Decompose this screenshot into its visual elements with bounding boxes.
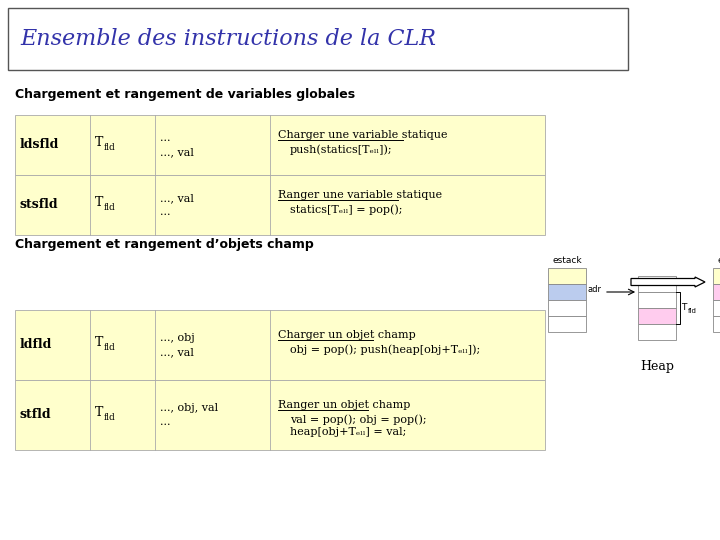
- Bar: [638, 324, 676, 340]
- Bar: [638, 308, 676, 324]
- Text: ldsfld: ldsfld: [20, 138, 59, 152]
- Text: ...: ...: [160, 207, 171, 217]
- Text: Chargement et rangement de variables globales: Chargement et rangement de variables glo…: [15, 88, 355, 101]
- Bar: [15, 310, 545, 380]
- Text: T: T: [681, 303, 686, 313]
- Bar: [548, 284, 586, 300]
- Text: obj = pop(); push(heap[obj+Tₑₗₗ]);: obj = pop(); push(heap[obj+Tₑₗₗ]);: [290, 345, 480, 355]
- Bar: [713, 300, 720, 316]
- Text: Chargement et rangement d’objets champ: Chargement et rangement d’objets champ: [15, 238, 314, 251]
- Bar: [8, 8, 628, 70]
- Text: Ranger une variable statique: Ranger une variable statique: [278, 190, 442, 200]
- Bar: [713, 268, 720, 284]
- Text: stsfld: stsfld: [20, 199, 58, 212]
- Text: Ensemble des instructions de la CLR: Ensemble des instructions de la CLR: [20, 28, 436, 50]
- Text: T: T: [95, 407, 104, 420]
- Text: ..., val: ..., val: [160, 193, 194, 203]
- Text: fld: fld: [104, 144, 116, 152]
- Text: Heap: Heap: [640, 360, 674, 373]
- Text: Charger une variable statique: Charger une variable statique: [278, 130, 448, 140]
- Text: heap[obj+Tₑₗₗ] = val;: heap[obj+Tₑₗₗ] = val;: [290, 427, 406, 437]
- Text: ..., val: ..., val: [160, 147, 194, 157]
- Text: Charger un objet champ: Charger un objet champ: [278, 330, 415, 340]
- Bar: [548, 316, 586, 332]
- FancyArrow shape: [631, 277, 705, 287]
- Text: fld: fld: [104, 343, 116, 353]
- Text: stfld: stfld: [20, 408, 52, 422]
- Text: adr: adr: [588, 286, 602, 294]
- Bar: [15, 115, 545, 175]
- Text: T: T: [95, 336, 104, 349]
- Text: fld: fld: [688, 308, 697, 314]
- Text: ...: ...: [160, 417, 171, 427]
- Text: ..., obj: ..., obj: [160, 333, 194, 343]
- Text: T: T: [95, 197, 104, 210]
- Text: ldfld: ldfld: [20, 339, 53, 352]
- Text: estack: estack: [717, 256, 720, 265]
- Text: T: T: [95, 137, 104, 150]
- Text: Ranger un objet champ: Ranger un objet champ: [278, 400, 410, 410]
- Bar: [713, 316, 720, 332]
- Text: ..., obj, val: ..., obj, val: [160, 403, 218, 413]
- Bar: [15, 380, 545, 450]
- Text: fld: fld: [104, 204, 116, 213]
- Text: statics[Tₑₗₗ] = pop();: statics[Tₑₗₗ] = pop();: [290, 205, 402, 215]
- Bar: [713, 284, 720, 300]
- Bar: [638, 292, 676, 308]
- Text: fld: fld: [104, 414, 116, 422]
- Text: estack: estack: [552, 256, 582, 265]
- Bar: [548, 300, 586, 316]
- Text: ..., val: ..., val: [160, 347, 194, 357]
- Bar: [548, 268, 586, 284]
- Text: push(statics[Tₑₗₗ]);: push(statics[Tₑₗₗ]);: [290, 145, 392, 156]
- Text: val = pop(); obj = pop();: val = pop(); obj = pop();: [290, 415, 427, 426]
- Bar: [638, 276, 676, 292]
- Text: ...: ...: [160, 133, 171, 143]
- Bar: [15, 175, 545, 235]
